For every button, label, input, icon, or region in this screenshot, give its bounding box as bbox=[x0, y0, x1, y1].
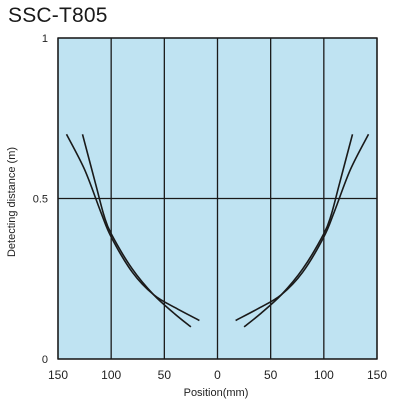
series-line bbox=[81, 134, 192, 328]
series-line bbox=[235, 133, 370, 322]
x-axis-label: Position(mm) bbox=[183, 387, 249, 399]
series-line bbox=[243, 134, 354, 328]
x-tick-label: 150 bbox=[48, 368, 68, 382]
y-tick-label: 1 bbox=[42, 33, 48, 45]
x-tick-label: 100 bbox=[314, 368, 334, 382]
x-tick-label: 50 bbox=[264, 368, 278, 382]
plot-frame bbox=[57, 37, 378, 360]
x-tick-label: 0 bbox=[214, 368, 221, 382]
x-tick-label: 100 bbox=[101, 368, 121, 382]
y-tick-label: 0 bbox=[42, 354, 48, 366]
chart-title: SSC-T805 bbox=[8, 4, 108, 27]
x-tick-label: 150 bbox=[367, 368, 387, 382]
series-line bbox=[65, 133, 200, 322]
y-tick-label: 0.5 bbox=[33, 194, 48, 206]
x-tick-label: 50 bbox=[158, 368, 172, 382]
